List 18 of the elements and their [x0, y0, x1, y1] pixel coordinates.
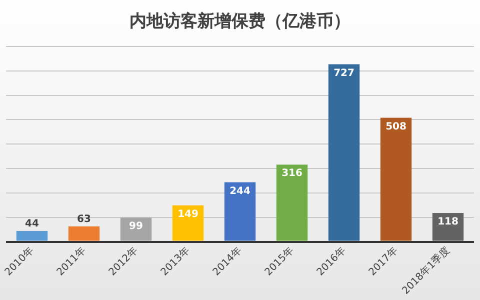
bar: [120, 218, 152, 241]
data-label: 63: [77, 214, 91, 226]
data-label: 316: [282, 168, 302, 180]
data-label: 149: [178, 209, 198, 220]
bar: [276, 164, 308, 241]
data-label: 44: [25, 218, 39, 230]
chart-title: 内地访客新增保费（亿港币）: [130, 12, 350, 32]
bar: [68, 226, 100, 241]
bar: [172, 205, 204, 241]
bar: [16, 231, 48, 241]
bar: [224, 182, 256, 241]
data-label: 244: [230, 186, 250, 197]
data-label: 508: [386, 121, 406, 132]
data-label: 99: [129, 221, 143, 232]
data-label: 118: [438, 216, 458, 228]
data-label: 727: [334, 68, 354, 79]
bar: [380, 118, 412, 241]
bar: [328, 64, 360, 241]
